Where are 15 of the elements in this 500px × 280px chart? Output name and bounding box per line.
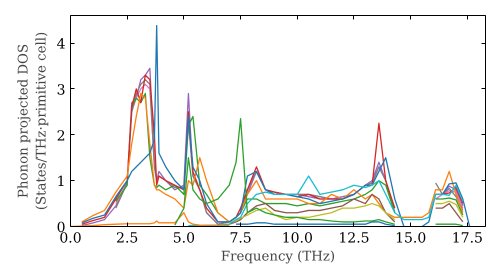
x-tick-label: 5.0 — [172, 230, 196, 246]
x-tick-label: 12.5 — [338, 230, 370, 246]
x-tick-label: 2.5 — [116, 230, 138, 246]
line-series — [70, 212, 230, 226]
x-tick-label: 17.5 — [452, 230, 483, 246]
line-series — [188, 175, 464, 226]
y-tick-label: 3 — [56, 82, 66, 98]
y-tick-label: 2 — [56, 128, 66, 144]
y-axis-title: Phonon projected DOS (States/THz·primitive cell) — [16, 32, 50, 210]
x-axis-title: Frequency (THz) — [220, 250, 336, 264]
x-tick-label: 7.5 — [229, 230, 252, 246]
y-tick-label: 4 — [56, 36, 66, 53]
x-tick-label: 15.0 — [395, 230, 426, 246]
x-tick-label: 10.0 — [282, 230, 313, 246]
y-tick-label: 1 — [56, 174, 66, 190]
